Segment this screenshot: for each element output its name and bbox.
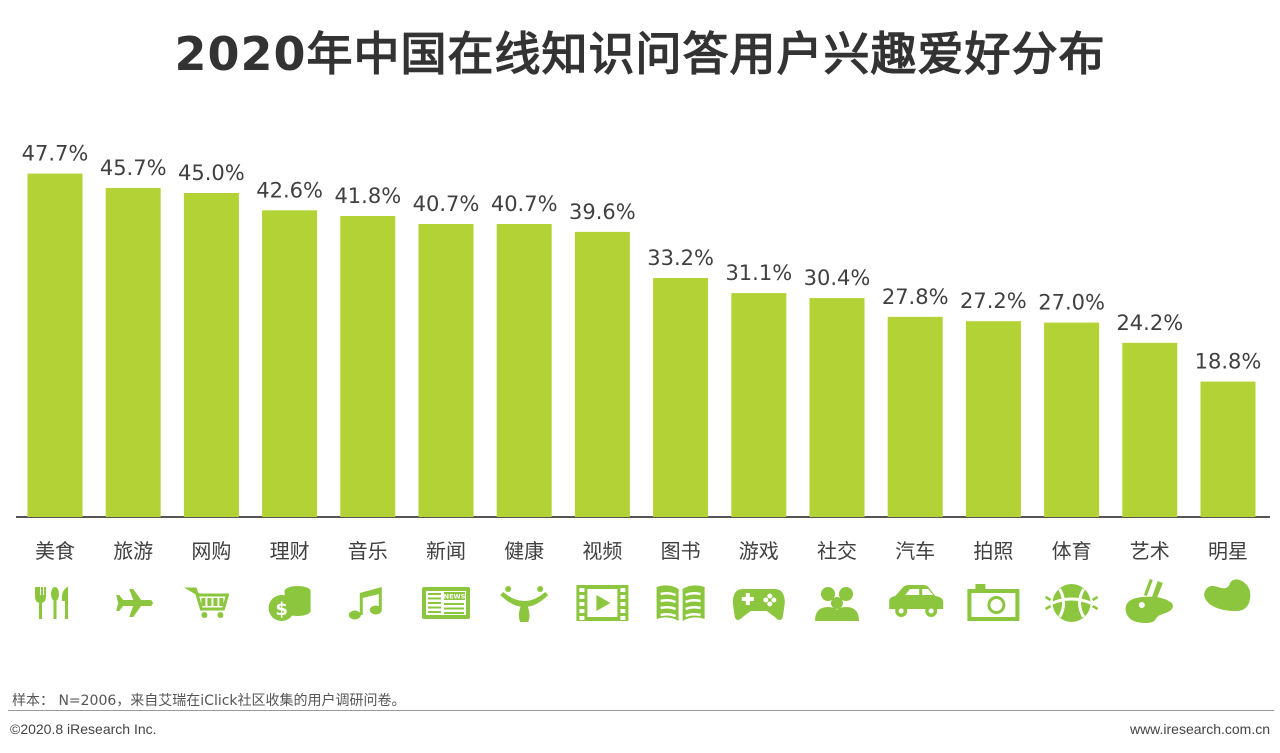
value-label-13: 27.2% [960,289,1027,313]
gamepad-icon [732,589,785,620]
bar-1 [27,173,83,517]
value-label-11: 30.4% [804,266,871,290]
bar-15 [1122,342,1178,517]
star-icon [1204,579,1251,611]
category-label-2: 旅游 [113,539,153,563]
value-label-15: 24.2% [1116,311,1183,335]
airplane-icon [113,589,154,617]
copyright-text: ©2020.8 iResearch Inc. [10,721,157,737]
website-url: www.iresearch.com.cn [1129,721,1270,737]
bar-9 [653,278,709,517]
camera-icon [967,584,1020,621]
bar-8 [574,231,630,517]
category-label-13: 拍照 [973,539,1013,563]
bar-10 [731,293,787,517]
category-label-15: 艺术 [1130,539,1170,563]
value-label-6: 40.7% [413,192,480,216]
ball-icon [1044,584,1099,622]
bar-13 [965,321,1021,517]
book-icon [656,585,705,621]
svg-text:NEWS: NEWS [444,593,466,601]
value-label-5: 41.8% [334,184,401,208]
category-label-11: 社交 [817,539,857,563]
svg-text:$: $ [275,599,288,620]
coins-icon: $ [268,586,311,621]
category-label-4: 理财 [270,539,310,563]
video-icon [576,585,629,621]
bar-7 [496,224,552,517]
bar-3 [183,193,239,517]
category-label-10: 游戏 [739,539,779,563]
category-label-6: 新闻 [426,539,466,563]
car-icon [889,585,944,617]
category-label-14: 体育 [1052,539,1092,563]
people-icon [815,587,859,621]
value-label-14: 27.0% [1038,291,1105,315]
value-label-10: 31.1% [725,261,792,285]
value-label-12: 27.8% [882,285,949,309]
category-label-8: 视频 [582,539,622,563]
bar-12 [887,316,943,517]
health-icon [500,586,549,622]
value-label-7: 40.7% [491,192,558,216]
bar-14 [1044,322,1100,517]
value-label-3: 45.0% [178,161,245,185]
value-label-2: 45.7% [100,156,167,180]
music-note-icon [348,587,382,620]
category-label-5: 音乐 [348,539,388,563]
bar-2 [105,188,161,517]
bar-16 [1200,381,1256,517]
category-label-16: 明星 [1208,539,1248,563]
shopping-cart-icon [183,587,230,618]
value-label-16: 18.8% [1195,350,1262,374]
category-label-12: 汽车 [895,539,935,563]
palette-icon [1125,579,1173,623]
value-label-9: 33.2% [647,246,714,270]
category-label-7: 健康 [504,539,544,563]
sample-footnote: 样本： N=2006，来自艾瑞在iClick社区收集的用户调研问卷。 [12,693,406,709]
category-label-3: 网购 [191,539,231,563]
category-label-1: 美食 [35,539,75,563]
bar-11 [809,298,865,517]
bar-6 [418,224,474,517]
bar-4 [262,210,318,518]
bar-chart: 47.7% 美食 45.7% 旅游 45.0% 网购 42.6% 理财 $41.8% 音乐 40.7… [16,142,1270,623]
food-icon [35,587,68,619]
category-label-9: 图书 [661,539,701,563]
value-label-8: 39.6% [569,200,636,224]
footer-divider [8,710,1274,711]
chart-title: 2020年中国在线知识问答用户兴趣爱好分布 [174,27,1106,81]
newspaper-icon: NEWS [422,587,470,619]
value-label-1: 47.7% [22,142,89,166]
value-label-4: 42.6% [256,178,323,202]
bar-5 [340,216,396,517]
